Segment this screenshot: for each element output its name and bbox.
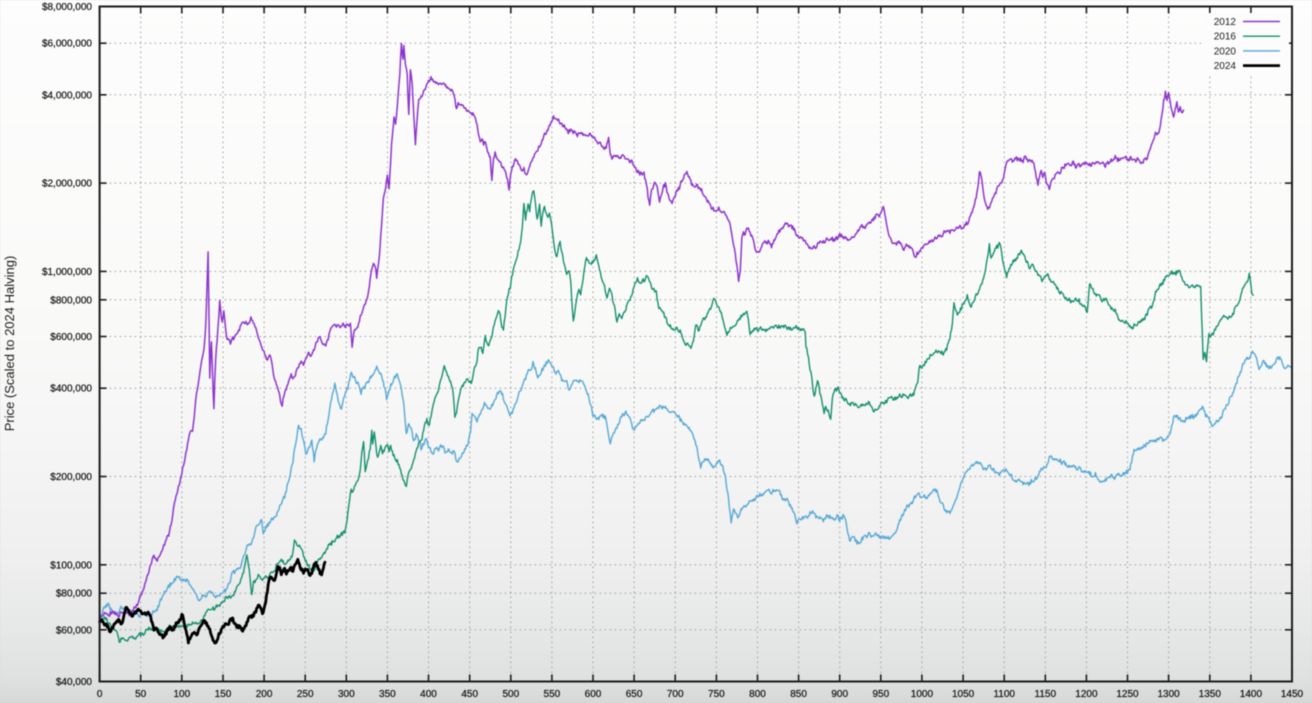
svg-text:950: 950 (872, 689, 889, 700)
svg-text:700: 700 (667, 689, 684, 700)
svg-text:1000: 1000 (911, 689, 934, 700)
svg-text:850: 850 (790, 689, 807, 700)
svg-text:2012: 2012 (1214, 17, 1237, 28)
svg-text:500: 500 (502, 689, 519, 700)
svg-text:300: 300 (338, 689, 355, 700)
svg-text:800: 800 (749, 689, 766, 700)
svg-text:1050: 1050 (952, 689, 975, 700)
svg-text:450: 450 (461, 689, 478, 700)
svg-text:$800,000: $800,000 (50, 295, 92, 306)
svg-text:200: 200 (256, 689, 273, 700)
svg-text:1450: 1450 (1281, 689, 1304, 700)
svg-text:650: 650 (626, 689, 643, 700)
svg-text:$100,000: $100,000 (50, 560, 92, 571)
svg-text:$8,000,000: $8,000,000 (42, 2, 92, 13)
svg-text:$600,000: $600,000 (50, 332, 92, 343)
svg-text:$200,000: $200,000 (50, 472, 92, 483)
svg-text:1350: 1350 (1199, 689, 1222, 700)
svg-text:2016: 2016 (1214, 32, 1237, 43)
svg-text:1100: 1100 (993, 689, 1015, 700)
svg-text:2024: 2024 (1214, 61, 1237, 72)
svg-text:1150: 1150 (1035, 689, 1057, 700)
svg-text:0: 0 (97, 689, 103, 700)
svg-text:750: 750 (708, 689, 725, 700)
svg-text:150: 150 (215, 689, 232, 700)
svg-text:2020: 2020 (1214, 46, 1237, 57)
svg-text:1200: 1200 (1075, 689, 1098, 700)
svg-text:1400: 1400 (1240, 689, 1263, 700)
svg-text:$2,000,000: $2,000,000 (42, 179, 92, 190)
svg-text:100: 100 (173, 689, 190, 700)
svg-text:900: 900 (831, 689, 848, 700)
svg-text:$6,000,000: $6,000,000 (42, 39, 92, 50)
svg-text:$80,000: $80,000 (56, 589, 93, 600)
svg-text:$60,000: $60,000 (56, 625, 93, 636)
svg-text:50: 50 (135, 689, 147, 700)
svg-text:$400,000: $400,000 (50, 384, 92, 395)
svg-text:$4,000,000: $4,000,000 (42, 90, 92, 101)
svg-text:350: 350 (379, 689, 396, 700)
svg-text:400: 400 (420, 689, 437, 700)
svg-text:250: 250 (297, 689, 314, 700)
svg-text:$1,000,000: $1,000,000 (42, 267, 92, 278)
svg-text:1300: 1300 (1157, 689, 1180, 700)
svg-text:550: 550 (544, 689, 561, 700)
svg-text:Price (Scaled to 2024 Halving): Price (Scaled to 2024 Halving) (2, 256, 17, 432)
svg-text:$40,000: $40,000 (56, 677, 93, 688)
svg-text:1250: 1250 (1116, 689, 1139, 700)
svg-text:600: 600 (585, 689, 602, 700)
